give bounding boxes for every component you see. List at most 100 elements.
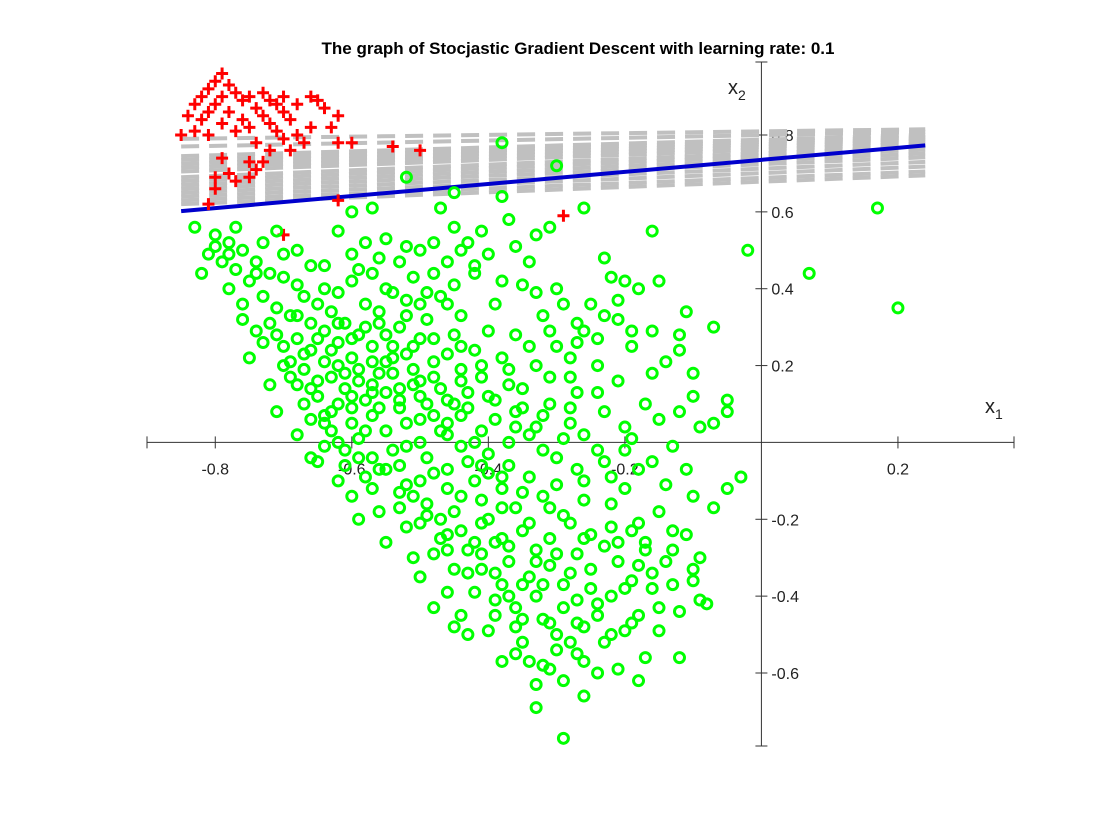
positive-point — [434, 424, 448, 438]
negative-point — [216, 152, 229, 165]
negative-point — [222, 167, 235, 180]
positive-point — [645, 366, 659, 380]
positive-point — [399, 347, 413, 361]
positive-point — [461, 401, 475, 415]
positive-point — [536, 409, 550, 423]
positive-point — [720, 482, 734, 496]
positive-point — [509, 420, 523, 434]
positive-point — [317, 409, 331, 423]
positive-point — [645, 224, 659, 238]
positive-point — [208, 228, 222, 242]
positive-point — [543, 324, 557, 338]
positive-point — [365, 266, 379, 280]
negative-point — [304, 121, 317, 134]
positive-point — [379, 462, 393, 476]
negative-point — [229, 175, 242, 188]
negative-point — [216, 67, 229, 80]
negative-point — [414, 144, 427, 157]
positive-point — [304, 382, 318, 396]
negative-point — [243, 121, 256, 134]
positive-point — [475, 458, 489, 472]
positive-point — [672, 605, 686, 619]
positive-point — [638, 543, 652, 557]
positive-point — [331, 224, 345, 238]
positive-point — [386, 286, 400, 300]
positive-point — [475, 516, 489, 530]
positive-point — [338, 443, 352, 457]
negative-point — [175, 129, 188, 142]
positive-point — [468, 535, 482, 549]
positive-point — [522, 428, 536, 442]
negative-point — [257, 155, 270, 168]
positive-point — [440, 393, 454, 407]
positive-point — [597, 405, 611, 419]
positive-point — [652, 505, 666, 519]
positive-point — [591, 385, 605, 399]
positive-point — [577, 493, 591, 507]
positive-point — [236, 243, 250, 257]
positive-point — [509, 601, 523, 615]
positive-point — [522, 255, 536, 269]
positive-point — [365, 378, 379, 392]
positive-point — [529, 543, 543, 557]
positive-point — [570, 647, 584, 661]
positive-point — [311, 455, 325, 469]
intermediate-boundary-line — [181, 133, 926, 159]
positive-point — [475, 562, 489, 576]
positive-point — [556, 508, 570, 522]
positive-point — [468, 343, 482, 357]
y-tick-label: -0.6 — [771, 666, 799, 683]
negative-point — [243, 155, 256, 168]
positive-point — [229, 220, 243, 234]
positive-point — [427, 547, 441, 561]
positive-point — [536, 309, 550, 323]
positive-point — [604, 270, 618, 284]
negative-point — [243, 90, 256, 103]
positive-point — [447, 220, 461, 234]
positive-point — [331, 435, 345, 449]
positive-point — [481, 247, 495, 261]
positive-point — [413, 389, 427, 403]
positive-point — [475, 424, 489, 438]
positive-point — [509, 405, 523, 419]
positive-point — [379, 385, 393, 399]
positive-point — [475, 224, 489, 238]
positive-point — [597, 635, 611, 649]
positive-point — [379, 232, 393, 246]
negative-point — [325, 121, 338, 134]
positive-point — [652, 601, 666, 615]
positive-point — [399, 293, 413, 307]
positive-point — [625, 432, 639, 446]
positive-point — [324, 305, 338, 319]
positive-point — [297, 347, 311, 361]
positive-point — [454, 439, 468, 453]
positive-point — [277, 359, 291, 373]
positive-point — [229, 263, 243, 277]
positive-point — [495, 274, 509, 288]
positive-point — [529, 228, 543, 242]
positive-point — [870, 201, 884, 215]
positive-point — [372, 505, 386, 519]
positive-point — [393, 320, 407, 334]
x-tick-label: -0.4 — [475, 461, 503, 478]
negative-point — [202, 198, 215, 211]
positive-point — [461, 385, 475, 399]
positive-point — [283, 309, 297, 323]
positive-point — [468, 266, 482, 280]
positive-point — [393, 485, 407, 499]
positive-point — [597, 455, 611, 469]
positive-point — [707, 501, 721, 515]
positive-point — [420, 397, 434, 411]
positive-point — [427, 236, 441, 250]
positive-point — [577, 201, 591, 215]
positive-point — [386, 366, 400, 380]
positive-point — [604, 520, 618, 534]
positive-point — [543, 220, 557, 234]
negative-point — [332, 109, 345, 122]
positive-point — [454, 524, 468, 538]
positive-point — [563, 635, 577, 649]
positive-point — [536, 578, 550, 592]
positive-point — [331, 474, 345, 488]
negative-point — [188, 98, 201, 111]
final-boundary-line — [180, 143, 926, 214]
